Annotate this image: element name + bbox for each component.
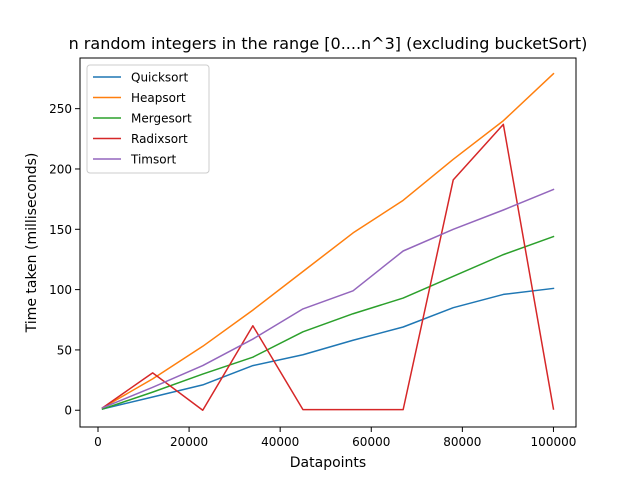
y-axis-label: Time taken (milliseconds) (24, 153, 40, 334)
series-line-mergesort (101, 235, 555, 410)
chart-title: n random integers in the range [0....n^3… (69, 34, 588, 53)
x-tick-label: 20000 (170, 435, 208, 449)
legend-label: Radixsort (131, 132, 188, 146)
x-tick-label: 40000 (261, 435, 299, 449)
y-axis-ticks: 0 50 100 150 200 250 (49, 102, 80, 418)
legend-item-mergesort: Mergesort (93, 112, 192, 126)
legend-label: Timsort (130, 153, 177, 167)
y-tick-label: 150 (49, 223, 72, 237)
legend: Quicksort Heapsort Mergesort Radixsort Timso… (86, 64, 210, 174)
legend-item-heapsort: Heapsort (93, 91, 186, 105)
x-tick-label: 80000 (443, 435, 481, 449)
y-tick-label: 250 (49, 102, 72, 116)
x-tick-label: 100000 (531, 435, 577, 449)
legend-label: Quicksort (131, 71, 188, 85)
x-axis-label: Datapoints (290, 455, 366, 471)
series-line-radixsort (101, 123, 555, 411)
legend-item-quicksort: Quicksort (93, 71, 188, 85)
x-tick-label: 0 (94, 435, 102, 449)
y-tick-label: 50 (57, 343, 72, 357)
y-tick-label: 200 (49, 162, 72, 176)
y-tick-label: 100 (49, 283, 72, 297)
series-line-timsort (101, 188, 555, 409)
legend-box (86, 64, 210, 174)
series-lines (101, 72, 555, 411)
x-axis-ticks: 0 20000 40000 60000 80000 100000 (94, 427, 576, 449)
series-line-heapsort (101, 72, 555, 409)
x-tick-label: 60000 (352, 435, 390, 449)
legend-item-timsort: Timsort (93, 153, 177, 167)
legend-item-radixsort: Radixsort (93, 132, 188, 146)
axes-frame (79, 57, 577, 428)
legend-label: Heapsort (131, 91, 186, 105)
legend-label: Mergesort (131, 112, 192, 126)
y-tick-label: 0 (64, 404, 72, 418)
